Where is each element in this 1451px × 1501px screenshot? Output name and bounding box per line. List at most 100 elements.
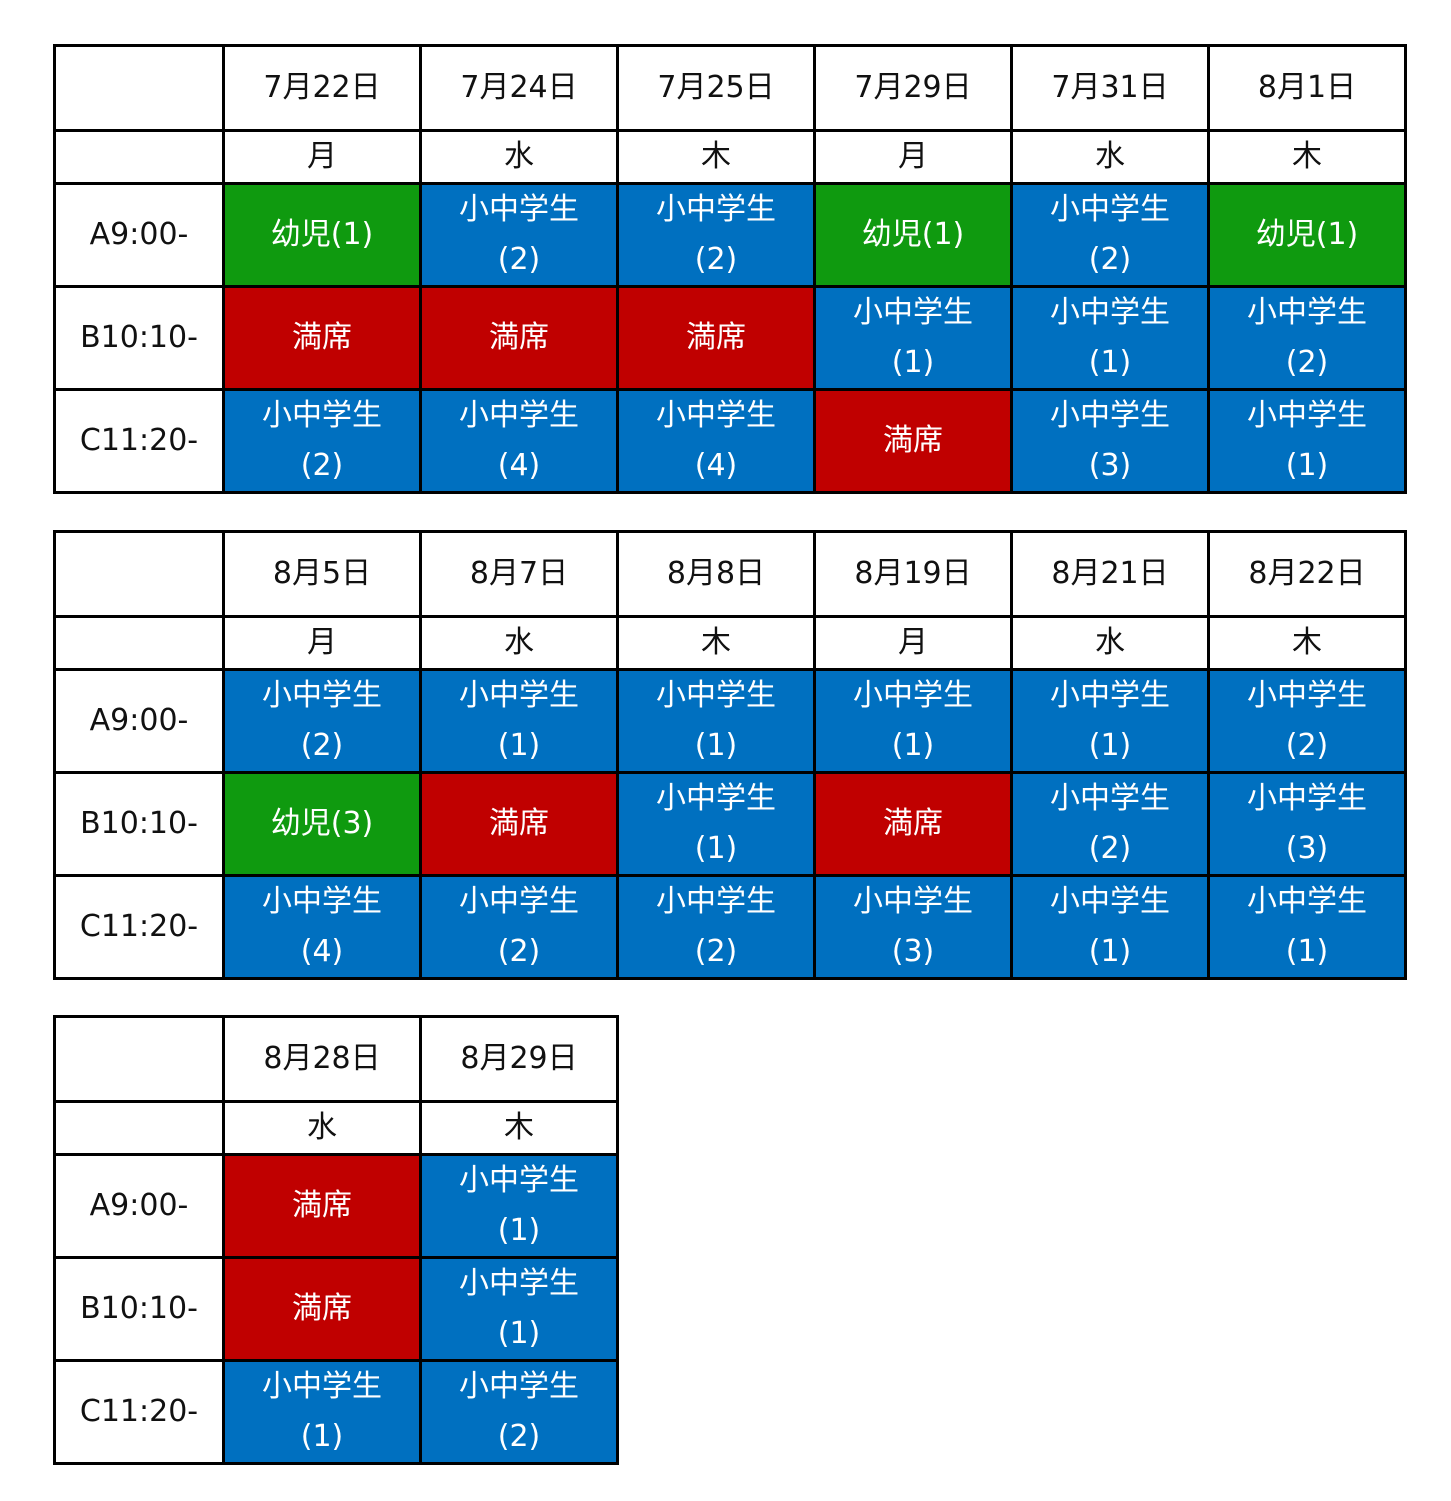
slot-cell: 小中学生 (4): [616, 388, 816, 494]
slot-cell-line1: 小中学生: [1050, 884, 1170, 919]
slot-cell: 小中学生 (4): [222, 874, 422, 980]
slot-cell: 幼児(1): [222, 182, 422, 288]
slot-cell-line2: (2): [497, 1419, 541, 1454]
date-row: 8月28日 8月29日: [53, 1015, 619, 1103]
slot-cell: 小中学生 (2): [1010, 182, 1210, 288]
slot-cell-line1: 小中学生: [853, 884, 973, 919]
slot-cell-line2: (2): [497, 242, 541, 277]
corner-cell: [53, 530, 225, 618]
slot-cell: 小中学生 (3): [813, 874, 1013, 980]
slot-cell-line2: (1): [1088, 728, 1132, 763]
slot-row-a: A9:00- 小中学生 (2) 小中学生 (1) 小中学生 (1) 小中学生 (1) 小…: [53, 668, 1407, 774]
slot-cell-line1: 小中学生: [1247, 295, 1367, 330]
date-cell: 7月29日: [813, 44, 1013, 132]
slot-cell-line2: (1): [1088, 345, 1132, 380]
slot-cell-line2: (4): [497, 448, 541, 483]
slot-cell-line1: 満席: [489, 806, 549, 841]
slot-label: B10:10-: [53, 771, 225, 877]
slot-cell-line1: 小中学生: [656, 192, 776, 227]
slot-row-c: C11:20- 小中学生 (1) 小中学生 (2): [53, 1359, 619, 1465]
schedule-table-1: 7月22日 7月24日 7月25日 7月29日 7月31日 8月1日 月 水 木…: [53, 44, 1407, 494]
weekday-cell: 水: [419, 129, 619, 185]
slot-cell: 満席: [813, 771, 1013, 877]
slot-cell-line2: (2): [1285, 345, 1329, 380]
weekday-cell: 木: [1207, 129, 1407, 185]
slot-cell-line1: 小中学生: [1050, 781, 1170, 816]
slot-cell-line1: 小中学生: [1247, 781, 1367, 816]
date-cell: 7月31日: [1010, 44, 1210, 132]
slot-cell: 小中学生 (1): [419, 1256, 619, 1362]
slot-cell-line1: 小中学生: [1247, 398, 1367, 433]
slot-cell: 小中学生 (2): [616, 874, 816, 980]
slot-label: A9:00-: [53, 1153, 225, 1259]
slot-cell: 小中学生 (2): [1207, 285, 1407, 391]
date-row: 8月5日 8月7日 8月8日 8月19日 8月21日 8月22日: [53, 530, 1407, 618]
date-cell: 7月24日: [419, 44, 619, 132]
weekday-cell: 水: [1010, 129, 1210, 185]
slot-row-a: A9:00- 満席 小中学生 (1): [53, 1153, 619, 1259]
slot-cell-line2: (1): [694, 728, 738, 763]
slot-cell: 小中学生 (2): [419, 874, 619, 980]
slot-cell: 小中学生 (1): [1207, 388, 1407, 494]
slot-cell-line2: (1): [1285, 448, 1329, 483]
date-cell: 8月19日: [813, 530, 1013, 618]
date-cell: 8月21日: [1010, 530, 1210, 618]
weekday-cell: 水: [1010, 615, 1210, 671]
slot-cell: 小中学生 (2): [616, 182, 816, 288]
slot-cell: 小中学生 (1): [616, 771, 816, 877]
slot-cell-line1: 小中学生: [262, 884, 382, 919]
slot-cell: 小中学生 (1): [813, 285, 1013, 391]
weekday-row: 月 水 木 月 水 木: [53, 129, 1407, 185]
slot-cell-line1: 満席: [883, 806, 943, 841]
schedule-table-3: 8月28日 8月29日 水 木 A9:00- 満席 小中学生 (1) B10:10…: [53, 1015, 619, 1465]
slot-cell: 小中学生 (4): [419, 388, 619, 494]
slot-cell-line2: (3): [1088, 448, 1132, 483]
slot-cell-line1: 満席: [686, 320, 746, 355]
weekday-cell: 木: [616, 615, 816, 671]
slot-cell: 満席: [616, 285, 816, 391]
date-cell: 8月22日: [1207, 530, 1407, 618]
slot-cell: 小中学生 (2): [222, 388, 422, 494]
slot-cell-line1: 小中学生: [262, 398, 382, 433]
slot-cell-line2: (2): [497, 934, 541, 969]
slot-cell: 小中学生 (1): [1207, 874, 1407, 980]
slot-cell-line1: 小中学生: [1050, 678, 1170, 713]
weekday-cell: 月: [813, 129, 1013, 185]
slot-cell: 満席: [222, 1256, 422, 1362]
slot-row-a: A9:00- 幼児(1) 小中学生 (2) 小中学生 (2) 幼児(1) 小中学生 (…: [53, 182, 1407, 288]
slot-cell: 小中学生 (2): [222, 668, 422, 774]
slot-cell: 小中学生 (1): [419, 1153, 619, 1259]
weekday-row: 月 水 木 月 水 木: [53, 615, 1407, 671]
slot-cell-line2: (3): [1285, 831, 1329, 866]
slot-cell-line2: (2): [300, 448, 344, 483]
slot-cell-line2: (2): [694, 242, 738, 277]
weekday-cell: 月: [813, 615, 1013, 671]
slot-cell-line1: 小中学生: [656, 678, 776, 713]
slot-label: C11:20-: [53, 388, 225, 494]
slot-cell-line1: 満席: [489, 320, 549, 355]
slot-cell-line2: (2): [694, 934, 738, 969]
date-cell: 8月1日: [1207, 44, 1407, 132]
slot-cell-line2: (2): [300, 728, 344, 763]
slot-cell-line1: 小中学生: [459, 398, 579, 433]
slot-cell-line1: 小中学生: [656, 884, 776, 919]
slot-cell: 幼児(1): [1207, 182, 1407, 288]
slot-row-c: C11:20- 小中学生 (2) 小中学生 (4) 小中学生 (4) 満席 小中学生 (…: [53, 388, 1407, 494]
slot-cell: 満席: [813, 388, 1013, 494]
slot-cell-line2: (1): [497, 1316, 541, 1351]
slot-cell-line1: 満席: [292, 1188, 352, 1223]
weekday-cell: 木: [1207, 615, 1407, 671]
slot-cell: 小中学生 (1): [222, 1359, 422, 1465]
slot-label: A9:00-: [53, 668, 225, 774]
date-cell: 8月29日: [419, 1015, 619, 1103]
slot-cell-line1: 小中学生: [262, 678, 382, 713]
slot-row-b: B10:10- 満席 満席 満席 小中学生 (1) 小中学生 (1) 小中学生 (2): [53, 285, 1407, 391]
slot-cell-line2: (1): [497, 1213, 541, 1248]
slot-cell: 小中学生 (2): [419, 1359, 619, 1465]
slot-cell: 小中学生 (2): [1207, 668, 1407, 774]
slot-cell-line1: 満席: [292, 320, 352, 355]
slot-cell-line1: 幼児(1): [1255, 217, 1359, 252]
slot-cell: 小中学生 (3): [1207, 771, 1407, 877]
slot-cell-line1: 小中学生: [656, 781, 776, 816]
schedule-table-2: 8月5日 8月7日 8月8日 8月19日 8月21日 8月22日 月 水 木 月…: [53, 530, 1407, 980]
